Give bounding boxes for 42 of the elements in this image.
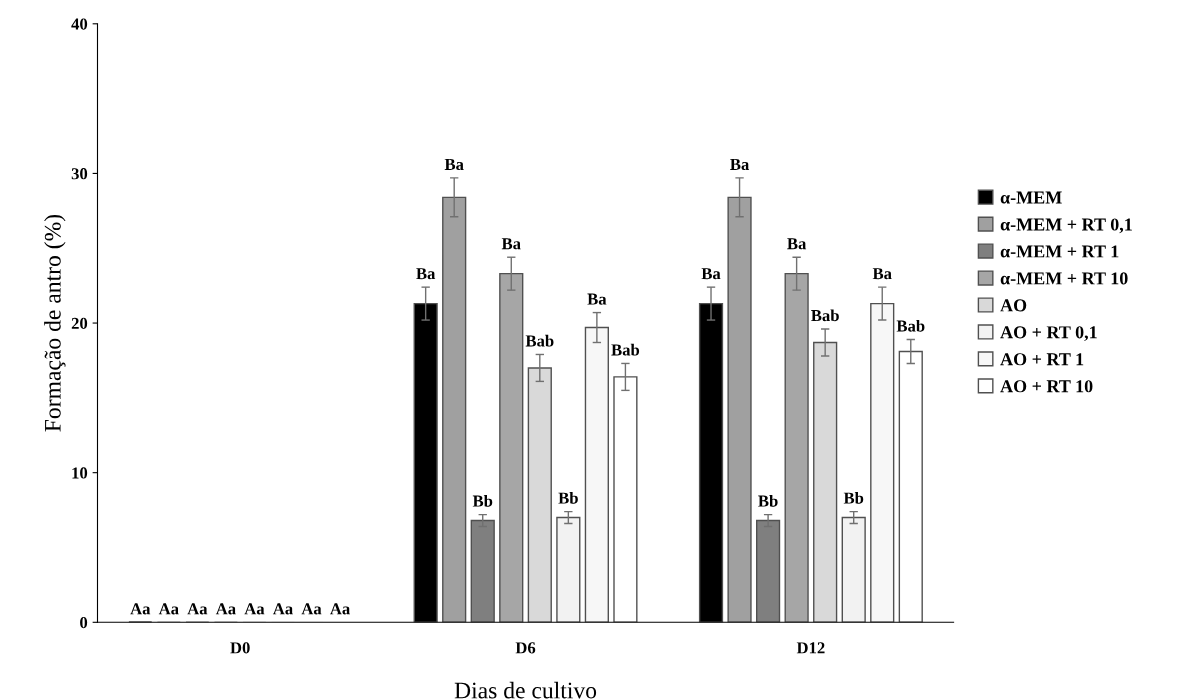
data-label: Aa — [215, 603, 236, 615]
data-label: Aa — [244, 603, 265, 615]
y-tick-label: 30 — [71, 168, 88, 180]
data-label: Ba — [872, 268, 892, 280]
legend-label: AO + RT 10 — [1000, 380, 1093, 393]
legend-label: AO — [1000, 299, 1027, 312]
data-label: Bb — [558, 491, 578, 504]
y-axis-title: Formação de antro (%) — [44, 214, 66, 432]
legend-label: α-MEM + RT 0,1 — [1000, 218, 1132, 234]
data-label: Bb — [843, 491, 864, 504]
data-label: Ba — [444, 158, 464, 171]
data-label: Aa — [187, 603, 208, 615]
data-label: Ba — [787, 238, 807, 250]
data-label: Bab — [896, 319, 925, 332]
data-label: Aa — [130, 603, 151, 615]
y-tick-label: 20 — [71, 317, 88, 329]
data-label: Bab — [811, 309, 839, 322]
data-label: Ba — [587, 293, 607, 305]
data-label: Aa — [272, 603, 293, 615]
data-label: Aa — [158, 603, 179, 615]
data-label: Ba — [416, 268, 436, 280]
legend-label: AO + RT 1 — [1000, 353, 1084, 366]
x-axis-title: Dias de cultivo — [454, 681, 597, 699]
x-tick-label: D12 — [796, 642, 825, 654]
data-label: Bb — [758, 494, 778, 507]
legend-label: AO + RT 0,1 — [1000, 326, 1097, 342]
x-tick-label: D6 — [515, 642, 536, 654]
data-label: Ba — [701, 268, 721, 280]
data-label: Ba — [501, 238, 521, 250]
data-label: Aa — [301, 603, 322, 615]
y-tick-label: 0 — [80, 617, 88, 629]
data-label: Bab — [525, 334, 554, 347]
legend-label: α-MEM + RT 10 — [1000, 272, 1128, 285]
data-label: Aa — [330, 603, 350, 615]
data-label: Bab — [611, 343, 640, 356]
y-tick-label: 40 — [71, 18, 88, 30]
y-tick-label: 10 — [72, 467, 88, 479]
legend-label: α-MEM — [1000, 191, 1062, 204]
data-label: Ba — [730, 158, 750, 171]
x-tick-label: D0 — [230, 642, 250, 654]
data-label: Bb — [472, 494, 493, 507]
legend-label: α-MEM + RT 1 — [1000, 245, 1119, 258]
